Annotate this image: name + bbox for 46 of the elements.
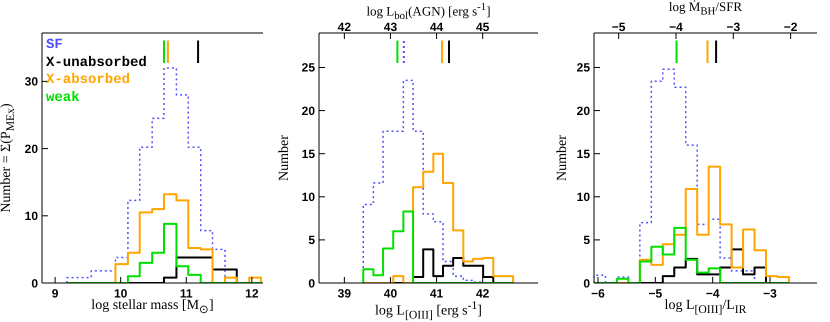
x2-tick-label: 44 [430, 20, 444, 34]
y-tick-label: 15 [576, 146, 590, 161]
text: X-absorbed [46, 72, 132, 90]
y-tick-label: 10 [24, 209, 38, 224]
x2-tick-label: −4 [669, 20, 684, 34]
x-axis-title: log L$_{[OIII]}$/L$_{IR}$ [664, 298, 746, 316]
y-tick-label: 0 [583, 276, 590, 290]
y-tick-label: 0 [308, 276, 316, 290]
x2-axis-title: log L$_{bol}$(AGN) [erg s$^{-1}$] [366, 1, 491, 22]
y-tick-label: 20 [576, 104, 590, 118]
y-tick-label: 0 [31, 276, 38, 290]
x2-tick-label: 42 [338, 20, 352, 34]
x2-axis-title: log Ṁ$_{BH}$/SFR [668, 0, 742, 19]
x-tick-label: 40 [384, 286, 398, 301]
x2-tick-label: −5 [612, 20, 626, 34]
text: SF [46, 37, 64, 54]
x2-tick-label: 43 [384, 20, 398, 34]
x-tick-label: −5 [648, 286, 663, 301]
x-tick-label: 10 [114, 286, 128, 301]
y-tick-label: 10 [302, 190, 316, 204]
x2-tick-label: −2 [784, 20, 798, 34]
y-tick-label: 5 [308, 233, 316, 248]
x-axis-title: log stellar mass [M$_{⊙}$] [91, 298, 214, 318]
text: X-unabsorbed [46, 54, 147, 72]
y-axis-title: Number [277, 135, 293, 181]
x-tick-label: 41 [430, 286, 444, 301]
y-tick-label: 20 [302, 104, 316, 118]
x-tick-label: 42 [476, 286, 490, 301]
x-tick-label: 39 [338, 286, 352, 301]
text: weak [46, 90, 81, 107]
y-tick-label: 10 [576, 190, 590, 204]
y-tick-label: 20 [24, 142, 38, 156]
x-axis-title: log L$_{[OIII]}$ [erg s$^{-1}$] [375, 299, 482, 322]
x-tick-label: −6 [591, 286, 606, 301]
x-tick-label: 9 [52, 286, 59, 301]
x-tick-label: −3 [763, 286, 778, 301]
x-tick-label: 12 [245, 286, 259, 301]
y-tick-label: 25 [576, 60, 590, 75]
y-tick-label: 5 [583, 233, 590, 248]
y-tick-label: 25 [302, 60, 316, 75]
x-tick-label: −4 [706, 286, 720, 301]
y-axis-title: Number [555, 135, 571, 181]
y-tick-label: 30 [24, 74, 38, 89]
x2-tick-label: 45 [476, 20, 490, 34]
x2-tick-label: −3 [726, 20, 740, 34]
y-tick-label: 15 [302, 146, 316, 161]
